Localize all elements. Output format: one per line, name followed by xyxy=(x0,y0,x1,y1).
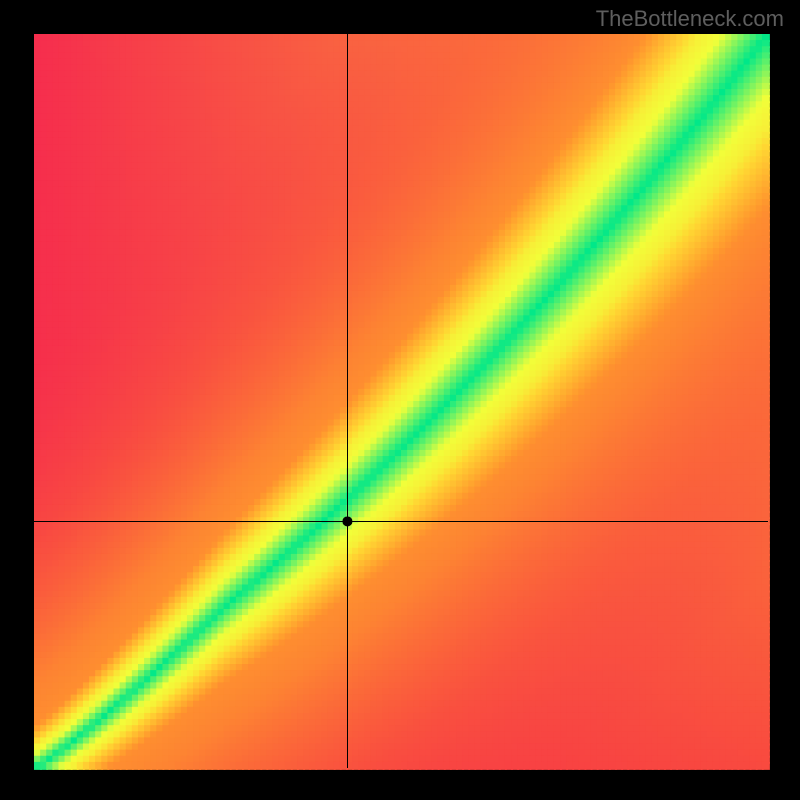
heatmap-canvas xyxy=(0,0,800,800)
watermark-label: TheBottleneck.com xyxy=(596,6,784,32)
chart-container: TheBottleneck.com xyxy=(0,0,800,800)
